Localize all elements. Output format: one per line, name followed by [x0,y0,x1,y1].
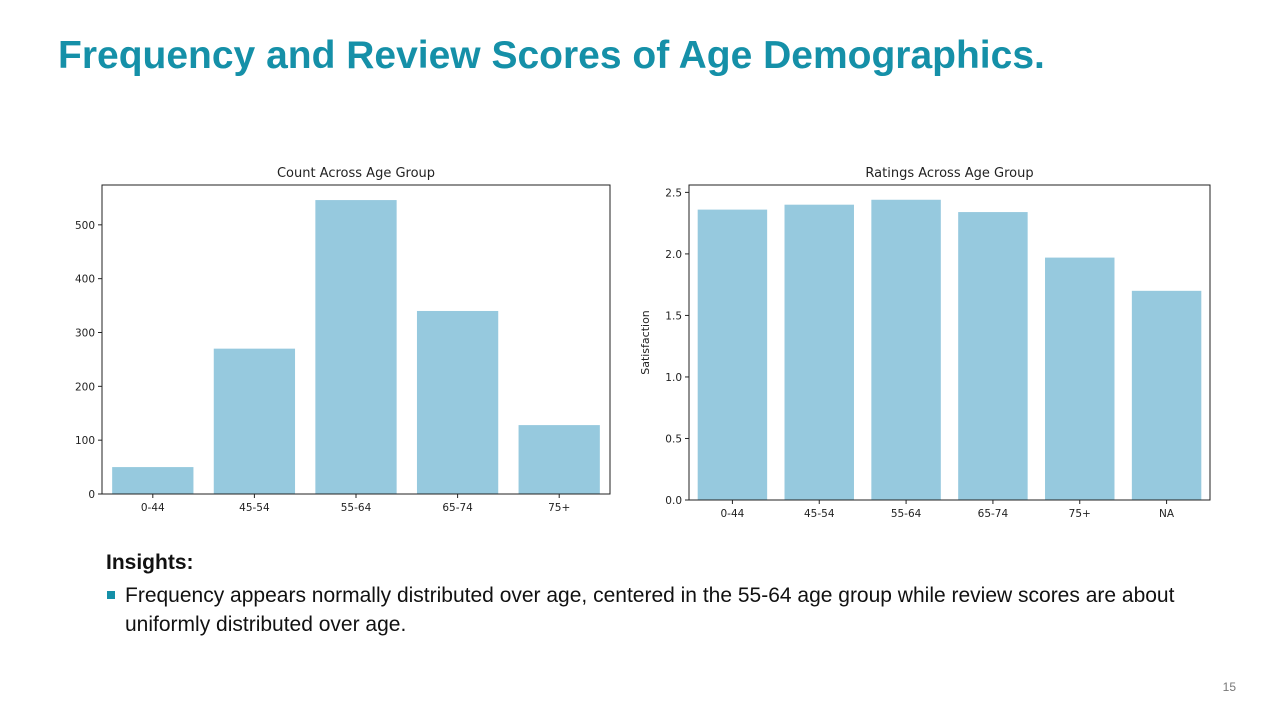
chart-0-y-tick-label: 400 [75,274,95,286]
chart-0-bar [213,348,296,494]
chart-1-bar [871,199,941,500]
page-number: 15 [1222,680,1236,694]
chart-1-y-tick-label: 0.0 [665,495,682,507]
chart-0-y-tick-label: 300 [75,328,95,340]
square-bullet-icon [107,591,115,599]
chart-0-bar [518,425,600,494]
chart-1-bar [1045,257,1115,500]
chart-1-x-tick-label: 75+ [1069,508,1091,520]
chart-1-x-tick-label: 0-44 [720,508,744,520]
chart-1-x-tick-label: NA [1159,508,1175,520]
chart-1-y-tick-label: 2.0 [665,249,682,261]
ratings-chart: Ratings Across Age Group 0.0 0.5 1.0 1.5 2.0 2… [639,166,1211,520]
chart-1-bar [958,212,1028,500]
chart-0-y-tick-label: 500 [75,220,95,232]
chart-1-y-tick-label: 1.5 [665,310,682,322]
chart-1-bar [697,209,768,500]
chart-0-x-tick-label: 55-64 [341,502,372,514]
chart-1-y-axis-label: Satisfaction [639,310,652,375]
chart-1-title: Ratings Across Age Group [865,166,1033,181]
insights-list: Frequency appears normally distributed o… [106,581,1216,639]
insight-text: Frequency appears normally distributed o… [125,584,1175,636]
chart-1-x-tick-label: 55-64 [891,508,922,520]
chart-0-y-tick-label: 0 [88,489,95,501]
chart-0-bar [112,467,194,494]
chart-0-x-tick-label: 75+ [548,502,570,514]
insights-heading: Insights: [106,551,194,574]
chart-0-x-tick-label: 65-74 [442,502,473,514]
chart-0-y-tick-label: 100 [75,435,95,447]
chart-0-y-tick-label: 200 [75,381,95,393]
chart-1-x-tick-label: 45-54 [804,508,835,520]
chart-1-y-tick-label: 0.5 [665,433,682,445]
chart-1-x-tick-label: 65-74 [978,508,1009,520]
insight-item: Frequency appears normally distributed o… [106,581,1216,639]
count-chart: Count Across Age Group 0 100 200 300 400 500 0-… [75,166,611,514]
chart-0-title: Count Across Age Group [277,166,435,181]
chart-1-bar [784,204,854,500]
chart-0-bar [416,310,499,494]
chart-1-y-tick-label: 1.0 [665,372,682,384]
chart-0-bar [315,200,397,494]
chart-1-bar [1131,290,1202,500]
chart-1-plot-frame [688,184,1211,501]
chart-1-y-tick-label: 2.5 [665,187,682,199]
slide-title: Frequency and Review Scores of Age Demog… [58,34,1045,77]
chart-0-x-tick-label: 0-44 [141,502,165,514]
chart-0-x-tick-label: 45-54 [239,502,270,514]
